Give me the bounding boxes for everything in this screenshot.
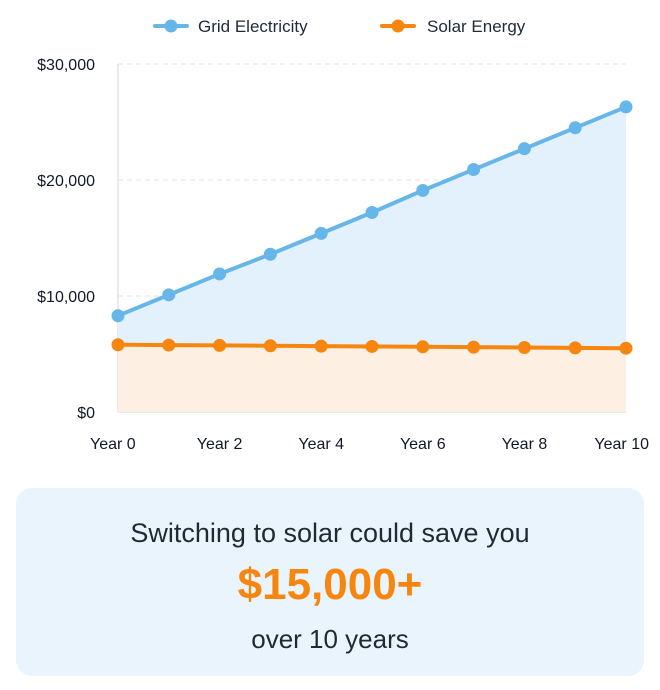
data-point — [314, 339, 328, 353]
x-tick-label: Year 2 — [197, 436, 243, 453]
data-point — [213, 267, 227, 281]
savings-chart: Grid Electricity Solar Energy $0 $10,000 $20… — [37, 17, 649, 453]
data-point — [517, 142, 531, 156]
data-point — [467, 163, 481, 177]
data-point — [416, 183, 430, 197]
series-area — [118, 106, 626, 413]
data-point — [467, 340, 481, 354]
y-tick-label: $20,000 — [37, 173, 95, 190]
y-tick-label: $0 — [77, 405, 95, 422]
data-point — [517, 341, 531, 355]
data-point — [162, 288, 176, 302]
legend-label: Grid Electricity — [198, 17, 308, 36]
savings-card: Switching to solar could save you $15,00… — [16, 488, 644, 676]
x-tick-label: Year 8 — [502, 436, 548, 453]
data-point — [263, 247, 277, 261]
data-point — [162, 338, 176, 352]
data-point — [416, 340, 430, 354]
data-point — [111, 338, 125, 352]
data-point — [111, 309, 125, 323]
x-tick-label: Year 0 — [90, 436, 136, 453]
y-tick-label: $10,000 — [37, 289, 95, 306]
legend-marker — [391, 19, 405, 33]
data-point — [619, 100, 633, 114]
savings-period: over 10 years — [251, 624, 409, 654]
savings-headline: Switching to solar could save you — [130, 518, 530, 548]
data-point — [365, 205, 379, 219]
data-point — [568, 341, 582, 355]
data-point — [365, 339, 379, 353]
data-point — [213, 338, 227, 352]
x-tick-label: Year 10 — [594, 436, 649, 453]
x-tick-label: Year 6 — [400, 436, 446, 453]
data-point — [263, 339, 277, 353]
data-point — [619, 341, 633, 355]
series-area — [118, 344, 626, 412]
legend-label: Solar Energy — [427, 17, 526, 36]
data-point — [568, 121, 582, 135]
legend-marker — [164, 19, 178, 33]
x-tick-label: Year 4 — [298, 436, 344, 453]
y-tick-label: $30,000 — [37, 57, 95, 74]
savings-amount: $15,000+ — [237, 560, 423, 609]
data-point — [314, 226, 328, 240]
